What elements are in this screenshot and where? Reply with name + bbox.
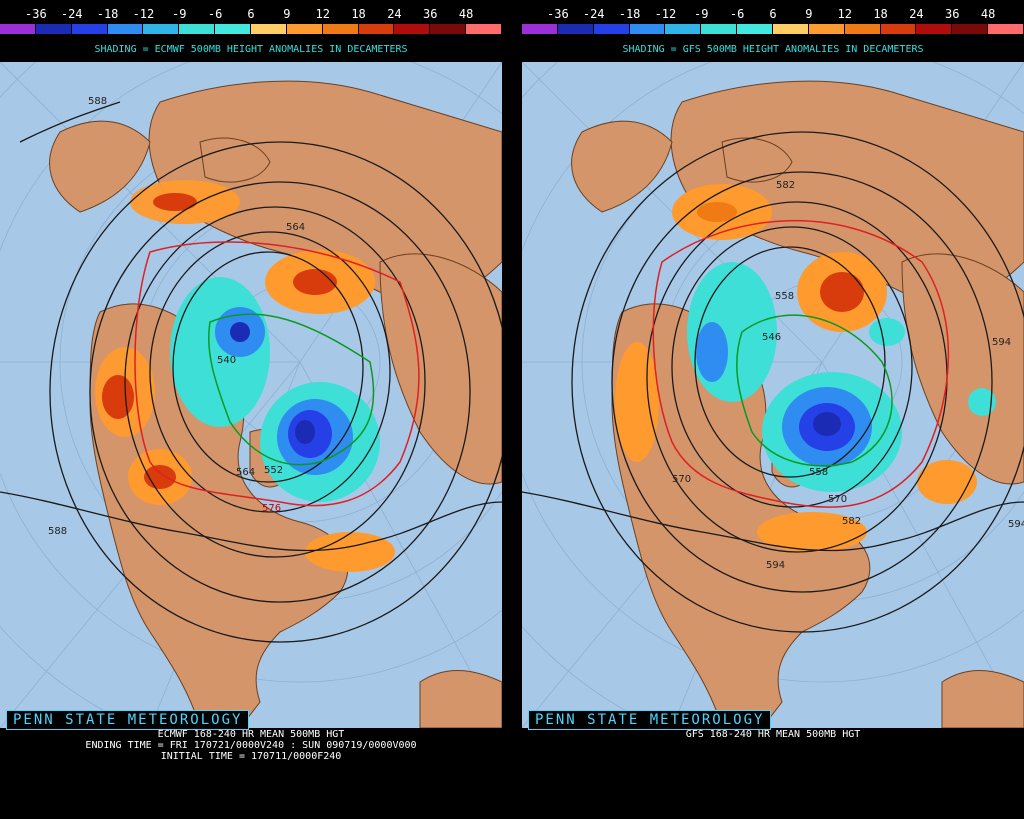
scale-label: 36 bbox=[423, 7, 438, 21]
contour-label: 594 bbox=[992, 337, 1011, 348]
scale-label: -9 bbox=[694, 7, 709, 21]
scale-swatch bbox=[916, 24, 953, 34]
scale-swatch bbox=[394, 24, 431, 34]
scale-swatch bbox=[808, 24, 845, 34]
scale-swatch bbox=[844, 24, 881, 34]
footer-line: ENDING TIME = FRI 170721/0000V240 : SUN … bbox=[85, 740, 417, 751]
contour-label: 582 bbox=[776, 180, 795, 191]
scale-swatch bbox=[466, 24, 503, 34]
footer-line: INITIAL TIME = 170711/0000F240 bbox=[160, 751, 342, 762]
panel-divider bbox=[502, 0, 522, 819]
scale-swatch bbox=[215, 24, 252, 34]
contour-label: 564 bbox=[236, 467, 255, 478]
contour-label: 552 bbox=[264, 465, 283, 476]
ecmwf-panel: -36 -24 -18 -12 -9 -6 6 9 12 18 24 36 48 SHADING = E… bbox=[0, 0, 503, 819]
scale-swatch bbox=[322, 24, 359, 34]
contour-label: 540 bbox=[217, 355, 236, 366]
scale-label: 6 bbox=[769, 7, 777, 21]
scale-label: 6 bbox=[247, 7, 255, 21]
scale-swatch bbox=[286, 24, 323, 34]
scale-label: 9 bbox=[283, 7, 291, 21]
scale-swatch bbox=[701, 24, 738, 34]
scale-swatch bbox=[557, 24, 594, 34]
scale-swatch bbox=[35, 24, 72, 34]
scale-swatch bbox=[522, 24, 558, 34]
scale-label: -24 bbox=[582, 7, 605, 21]
scale-label: 9 bbox=[805, 7, 813, 21]
scale-label: 18 bbox=[873, 7, 888, 21]
contour-label: 546 bbox=[762, 332, 781, 343]
contour-label: 576 bbox=[262, 503, 281, 514]
scale-label: 12 bbox=[837, 7, 852, 21]
scale-swatch bbox=[737, 24, 774, 34]
scale-swatch bbox=[0, 24, 36, 34]
scale-label: 24 bbox=[909, 7, 924, 21]
contour-label: 588 bbox=[88, 96, 107, 107]
panel-footer: ECMWF 168-240 HR MEAN 500MB HGT ENDING T… bbox=[0, 729, 502, 762]
gfs-panel: -36 -24 -18 -12 -9 -6 6 9 12 18 24 36 48 SHADING = G… bbox=[522, 0, 1024, 819]
contour-label: 594 bbox=[766, 560, 785, 571]
scale-swatch bbox=[71, 24, 108, 34]
scale-label: -36 bbox=[25, 7, 47, 21]
contour-label: 570 bbox=[672, 474, 691, 485]
penn-state-credit: PENN STATE METEOROLOGY bbox=[6, 710, 250, 730]
contour-label: 594 bbox=[1008, 519, 1024, 530]
scale-swatch bbox=[358, 24, 395, 34]
anomaly-scale-labels: -36 -24 -18 -12 -9 -6 6 9 12 18 24 36 48 bbox=[522, 7, 1024, 21]
contour-label: 588 bbox=[48, 526, 67, 537]
scale-swatch bbox=[143, 24, 180, 34]
scale-label: 36 bbox=[945, 7, 960, 21]
anomaly-color-scale bbox=[522, 24, 1024, 34]
contour-label: 582 bbox=[842, 516, 861, 527]
gfs-map: 582 558 546 558 570 570 582 594 594 594 bbox=[522, 62, 1024, 728]
scale-label: -12 bbox=[132, 7, 155, 21]
panel-subtitle: SHADING = GFS 500MB HEIGHT ANOMALIES IN … bbox=[622, 44, 924, 55]
scale-label: 18 bbox=[351, 7, 366, 21]
panel-footer: GFS 168-240 HR MEAN 500MB HGT bbox=[522, 729, 1024, 740]
scale-label: -24 bbox=[60, 7, 83, 21]
scale-swatch bbox=[988, 24, 1024, 34]
contour-label: 570 bbox=[828, 494, 847, 505]
scale-label: -18 bbox=[96, 7, 119, 21]
anomaly-color-scale bbox=[0, 24, 503, 34]
scale-swatch bbox=[251, 24, 287, 34]
contour-label: 564 bbox=[286, 222, 305, 233]
penn-state-credit: PENN STATE METEOROLOGY bbox=[528, 710, 772, 730]
scale-label: 48 bbox=[980, 7, 996, 21]
scale-label: 48 bbox=[458, 7, 474, 21]
scale-label: -9 bbox=[172, 7, 187, 21]
anomaly-scale-labels: -36 -24 -18 -12 -9 -6 6 9 12 18 24 36 48 bbox=[0, 7, 502, 21]
footer-line: GFS 168-240 HR MEAN 500MB HGT bbox=[685, 729, 861, 740]
panel-subtitle: SHADING = ECMWF 500MB HEIGHT ANOMALIES I… bbox=[94, 44, 408, 55]
scale-label: -6 bbox=[207, 7, 223, 21]
scale-label: -6 bbox=[729, 7, 745, 21]
scale-swatch bbox=[952, 24, 989, 34]
scale-swatch bbox=[179, 24, 216, 34]
contour-label: 558 bbox=[809, 467, 828, 478]
ecmwf-map: 588 564 540 552 564 576 588 bbox=[0, 62, 502, 728]
scale-swatch bbox=[880, 24, 917, 34]
footer-line: ECMWF 168-240 HR MEAN 500MB HGT bbox=[157, 729, 345, 740]
scale-label: -12 bbox=[654, 7, 677, 21]
scale-swatch bbox=[773, 24, 809, 34]
scale-label: -18 bbox=[618, 7, 641, 21]
scale-swatch bbox=[593, 24, 630, 34]
scale-swatch bbox=[430, 24, 467, 34]
scale-swatch bbox=[629, 24, 666, 34]
scale-swatch bbox=[665, 24, 702, 34]
contour-label: 558 bbox=[775, 291, 794, 302]
scale-swatch bbox=[107, 24, 144, 34]
scale-label: 12 bbox=[315, 7, 330, 21]
scale-label: 24 bbox=[387, 7, 402, 21]
scale-label: -36 bbox=[547, 7, 569, 21]
